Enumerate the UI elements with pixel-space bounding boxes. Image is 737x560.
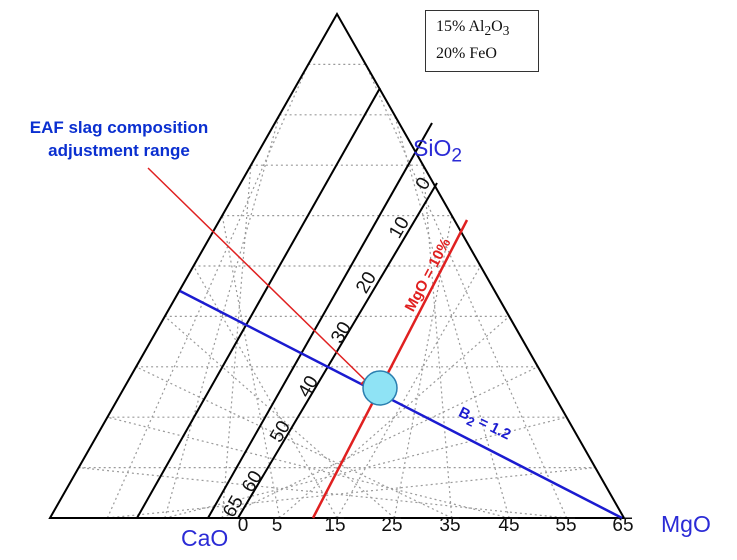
grid-line <box>107 467 596 519</box>
grid-line <box>164 315 395 519</box>
sio2-iso-line-20 <box>237 182 438 519</box>
grid-line <box>107 416 510 519</box>
triangle-outline <box>48 11 626 519</box>
grid-line <box>336 265 482 519</box>
grid-line <box>192 265 338 519</box>
bottom-tick: 5 <box>271 515 283 536</box>
bottom-tick: 55 <box>555 515 577 536</box>
apex-label-mgo: MgO <box>661 511 711 537</box>
legend-feo: 20% FeO <box>436 45 497 63</box>
apex-label-cao: CaO <box>181 525 229 551</box>
bottom-tick: 65 <box>612 515 634 536</box>
bottom-tick: 15 <box>324 515 346 536</box>
annotation-line-2: adjustment range <box>48 141 190 160</box>
basicity-line <box>179 289 623 520</box>
grid-line <box>221 215 281 519</box>
dotted-grid <box>78 63 596 519</box>
composition-range-marker <box>362 370 398 406</box>
annotation-text: EAF slag composition adjustment range <box>14 116 224 162</box>
annotation-line-1: EAF slag composition <box>29 118 209 137</box>
mgo-10-line <box>311 219 469 519</box>
grid-line <box>279 315 510 519</box>
bottom-tick: 45 <box>498 515 520 536</box>
grid-line <box>135 366 453 519</box>
grid-line <box>164 416 567 519</box>
sio2-iso-line-10 <box>207 122 433 519</box>
bottom-tick: 0 <box>237 515 249 536</box>
legend-al2o3: 15% Al2O3 <box>436 18 510 39</box>
legend-box: 15% Al2O3 20% FeO <box>425 10 539 72</box>
grid-line <box>422 165 453 519</box>
bottom-tick: 35 <box>439 515 461 536</box>
apex-label-sio2: SiO2 <box>413 135 462 167</box>
annotation-arrow <box>147 167 367 382</box>
bottom-tick: 25 <box>381 515 403 536</box>
grid-line <box>78 467 567 519</box>
sio2-iso-line-0 <box>136 87 381 519</box>
